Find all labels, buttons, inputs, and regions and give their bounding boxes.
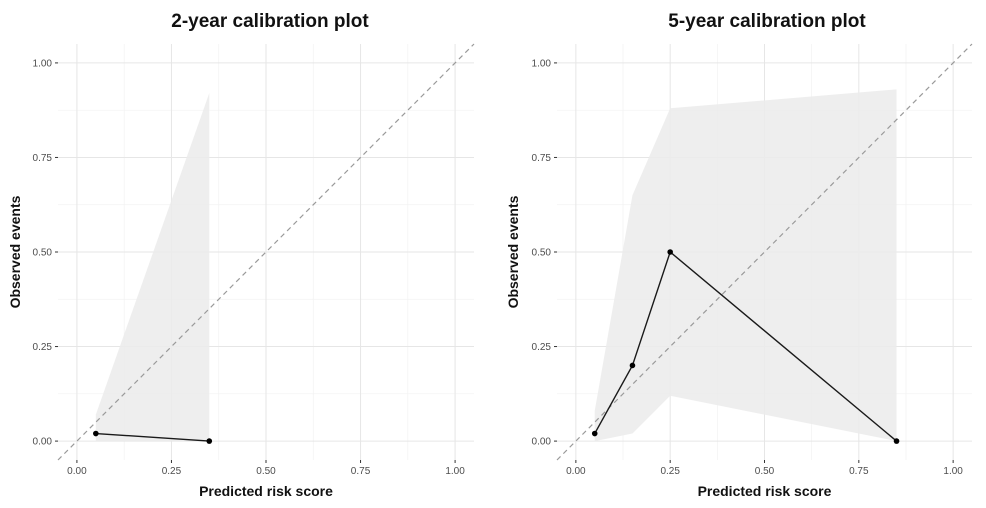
x-axis-title: Predicted risk score [698,483,832,499]
confidence-band [594,89,897,442]
data-point [893,438,900,444]
x-tick-label: 0.25 [660,466,680,477]
reference-line [57,43,475,461]
x-axis-title: Predicted risk score [199,483,333,499]
y-tick-label: 0.25 [532,342,552,353]
data-point [667,249,673,255]
calibration-chart-5-year: 0.00 0.25 0.50 0.75 1.00 0.00 0.25 0.50 0.75 1.00… [505,11,973,499]
series-line [95,432,210,442]
x-tick-label: 0.25 [162,466,182,477]
x-tick-label: 1.00 [943,466,963,477]
data-point [93,430,99,437]
calibration-chart-2-year: 0.00 0.25 0.50 0.75 1.00 0.00 0.25 0.50 0.75 1.00… [7,11,475,499]
data-point [591,430,598,437]
x-tick-label: 0.50 [755,466,775,477]
y-tick-label: 1.00 [33,58,53,69]
x-tick-label: 0.50 [256,466,276,477]
chart-title: 2-year calibration plot [171,11,369,32]
y-tick-label: 0.50 [532,248,552,259]
reference-line [556,43,973,461]
y-tick-label: 0.00 [532,437,552,448]
x-tick-label: 1.00 [445,466,465,477]
data-point [206,438,213,444]
y-tick-label: 0.50 [33,248,53,259]
y-tick-label: 1.00 [532,58,552,69]
confidence-band [95,93,210,442]
x-tick-label: 0.00 [67,466,87,477]
y-tick-label: 0.00 [33,437,53,448]
y-tick-label: 0.25 [33,342,53,353]
chart-title: 5-year calibration plot [668,11,866,32]
data-point [629,362,636,369]
x-tick-label: 0.75 [849,466,869,477]
y-axis-title: Observed events [505,195,521,308]
y-axis-title: Observed events [7,195,23,308]
y-tick-label: 0.75 [532,153,552,164]
y-tick-label: 0.75 [33,153,53,164]
series-line [594,250,897,442]
x-tick-label: 0.00 [566,466,586,477]
x-tick-label: 0.75 [351,466,371,477]
